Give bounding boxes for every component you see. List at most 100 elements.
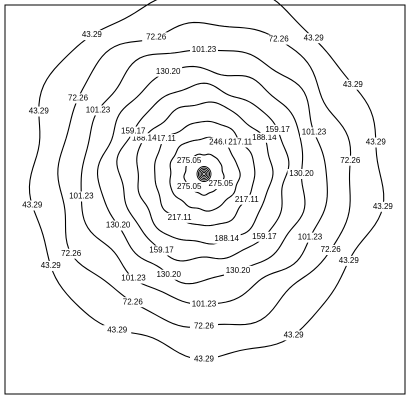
- contour-label-bg: [264, 34, 293, 45]
- contour-label: 43.29: [366, 138, 387, 147]
- contour-label: 130.20: [106, 221, 131, 230]
- contour-label: 130.20: [289, 169, 314, 178]
- contour-label-bg: [118, 297, 147, 308]
- peak-ring: [200, 170, 208, 178]
- contour-label: 159.17: [121, 127, 146, 136]
- peak-ring: [199, 169, 209, 179]
- contour-label: 188.14: [252, 133, 277, 142]
- contour-label: 72.26: [194, 321, 215, 330]
- contour-label-bg: [142, 32, 171, 43]
- contour-label-bg: [300, 127, 329, 138]
- contour-label-bg: [296, 232, 325, 243]
- contour-label-bg: [130, 133, 159, 144]
- contour-line-275-05: [183, 153, 225, 196]
- contour-label: 43.29: [82, 30, 103, 39]
- contour-label-bg: [263, 124, 292, 135]
- contour-label-bg: [84, 105, 113, 116]
- contour-label-bg: [338, 79, 367, 90]
- contour-line-217-11: [154, 120, 256, 227]
- contour-label-bg: [316, 245, 345, 255]
- contour-label-bg: [147, 245, 176, 256]
- peak-ring: [202, 172, 206, 176]
- contour-label-bg: [67, 191, 96, 202]
- contour-label: 101.23: [192, 299, 217, 308]
- contour-label: 72.26: [340, 156, 361, 165]
- contour-label: 72.26: [68, 94, 89, 103]
- contour-label: 43.29: [194, 354, 215, 363]
- contour-label-bg: [57, 248, 86, 259]
- contour-label-bg: [36, 260, 65, 271]
- contour-label: 101.23: [69, 192, 94, 201]
- contour-label: 43.29: [343, 80, 364, 89]
- peak-marker: [196, 166, 212, 182]
- contour-label: 275.05: [209, 179, 234, 188]
- contour-label: 275.05: [177, 182, 202, 191]
- contour-label: 217.11: [235, 195, 259, 204]
- contour-label: 43.29: [41, 261, 62, 270]
- contour-label-bg: [250, 231, 279, 242]
- contour-line-130-2: [96, 65, 306, 285]
- contour-label: 188.14: [132, 133, 157, 142]
- contour-label: 130.20: [156, 67, 181, 76]
- contour-label: 43.29: [373, 202, 394, 211]
- contour-label-bg: [232, 194, 261, 205]
- contour-lines: [28, 0, 385, 360]
- contour-label: 275.05: [177, 156, 202, 165]
- contour-label: 217.11: [228, 138, 252, 147]
- contour-label: 101.23: [121, 274, 146, 283]
- contour-label: 101.23: [86, 106, 111, 115]
- contour-line-101-23: [80, 49, 328, 305]
- contour-label: 101.23: [298, 233, 323, 242]
- contour-label-bg: [206, 179, 235, 190]
- contour-label-bg: [104, 220, 133, 231]
- contour-label-bg: [212, 233, 241, 244]
- contour-label: 159.17: [149, 246, 174, 255]
- peak-ring: [197, 167, 211, 181]
- contour-label: 43.29: [339, 256, 360, 265]
- contour-label-bg: [223, 265, 252, 276]
- contour-label-bg: [334, 255, 363, 266]
- contour-label: 130.20: [226, 266, 251, 275]
- contour-label: 72.26: [123, 297, 144, 306]
- contour-label: 188.14: [214, 234, 239, 243]
- contour-label: 43.29: [107, 325, 128, 334]
- contour-label-bg: [226, 137, 255, 148]
- contour-label: 72.26: [146, 32, 167, 41]
- contour-label: 101.23: [192, 45, 217, 54]
- contour-label-bg: [361, 137, 390, 148]
- contour-label: 43.29: [284, 330, 305, 339]
- contour-label-bg: [287, 169, 316, 179]
- contour-label-bg: [77, 30, 106, 41]
- contour-label-bg: [119, 126, 148, 137]
- contour-label: 217.11: [152, 134, 176, 143]
- contour-label-bg: [279, 330, 308, 341]
- contour-label-bg: [154, 66, 183, 77]
- contour-label-bg: [368, 201, 397, 212]
- contour-label: 43.29: [22, 201, 43, 210]
- contour-label-bg: [299, 33, 328, 44]
- contour-label-bg: [336, 155, 365, 166]
- contour-label: 43.29: [304, 33, 325, 42]
- contour-label: 72.26: [269, 35, 290, 44]
- plot-frame: [4, 4, 406, 395]
- contour-label-bg: [190, 299, 218, 310]
- contour-label: 72.26: [61, 249, 82, 258]
- contour-label-bg: [207, 137, 236, 148]
- contour-label: 101.23: [302, 127, 327, 136]
- contour-label-bg: [119, 273, 148, 284]
- contour-label: 246.08: [209, 138, 234, 147]
- contour-label-bg: [24, 106, 53, 117]
- contour-label-bg: [165, 212, 194, 223]
- contour-label-bg: [190, 354, 218, 365]
- peak-ring: [196, 166, 212, 182]
- contour-label-bg: [154, 269, 183, 280]
- contour-label-bg: [103, 325, 132, 336]
- contour-label: 72.26: [321, 245, 342, 254]
- contour-label: 159.17: [252, 232, 277, 241]
- contour-label: 43.29: [29, 107, 50, 116]
- contour-label: 217.11: [168, 213, 192, 222]
- contour-labels: 275.05 275.05275.05246.08217.11217.11217.…: [18, 30, 397, 365]
- contour-label-bg: [190, 44, 218, 55]
- contour-label-bg: [149, 134, 178, 145]
